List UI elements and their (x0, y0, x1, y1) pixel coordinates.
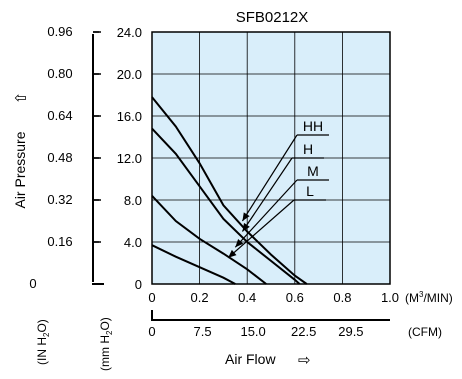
series-line-m (151, 195, 267, 285)
series-line-hh (151, 96, 308, 285)
x-m3-tick-label: 0.4 (238, 290, 256, 305)
x-axis-label: Air Flow (225, 351, 276, 367)
y-inch-tick-label: 0.64 (47, 108, 72, 123)
x-m3-ticks: 0 0.2 0.4 0.6 0.8 1.0 (148, 290, 399, 305)
right-arrow-icon: ⇨ (298, 352, 311, 369)
curve-label-m: M (307, 163, 319, 179)
y-mm-tick-label: 12.0 (117, 151, 142, 166)
x-m3-unit: (M3/MIN) (405, 290, 453, 305)
y-inch-tick-label: 0.16 (47, 234, 72, 249)
y-mm-ticks: 24.0 20.0 16.0 12.0 8.0 4.0 0 (93, 25, 142, 292)
curve-label-h: H (303, 141, 313, 157)
leader-arrowhead (235, 238, 244, 248)
curve-label-l: L (306, 183, 314, 199)
y-mm-tick-label: 0 (135, 277, 142, 292)
y-mm-tick-label: 16.0 (117, 109, 142, 124)
y-inch-tick-label: 0.32 (47, 192, 72, 207)
series-lines (151, 96, 308, 285)
y-axis-title: Air Pressure ⇧ (12, 92, 30, 209)
x-cfm-ticks: 0 7.5 15.0 22.5 29.5 (148, 324, 363, 339)
series-line-l (151, 244, 236, 285)
leader-line (227, 199, 295, 259)
x-cfm-tick-label: 0 (148, 324, 155, 339)
chart-title: SFB0212X (236, 9, 309, 26)
y-mm-tick-label: 4.0 (124, 235, 142, 250)
cfm-axis-line (151, 310, 390, 321)
x-m3-tick-label: 0.6 (286, 290, 304, 305)
x-m3-tick-label: 0.2 (191, 290, 209, 305)
y-inch-tick-label: 0.96 (47, 24, 72, 39)
y-mm-unit: (mm H2O) (98, 317, 114, 371)
x-cfm-tick-label: 15.0 (240, 324, 265, 339)
y-inch-ticks: 0.96 0.80 0.64 0.48 0.32 0.16 0 (29, 24, 99, 291)
y-mm-tick-label: 20.0 (117, 67, 142, 82)
x-m3-tick-label: 0.8 (333, 290, 351, 305)
series-line-h (151, 127, 301, 285)
x-cfm-tick-label: 22.5 (291, 324, 316, 339)
y-inch-unit: (IN H2O) (35, 319, 51, 365)
y-mm-tick-label: 8.0 (124, 193, 142, 208)
x-cfm-unit: (CFM) (408, 325, 442, 339)
y-axis-label: Air Pressure (12, 131, 28, 208)
x-cfm-tick-label: 7.5 (194, 324, 212, 339)
leader-arrowhead (242, 222, 250, 232)
leader-arrowhead (228, 249, 237, 258)
x-m3-tick-label: 1.0 (381, 290, 399, 305)
y-inch-tick-label: 0 (29, 276, 36, 291)
y-inch-tick-label: 0.48 (47, 150, 72, 165)
x-cfm-tick-label: 29.5 (338, 324, 363, 339)
y-inch-tick-label: 0.80 (47, 66, 72, 81)
plot-frame (151, 31, 391, 285)
x-m3-tick-label: 0 (148, 290, 155, 305)
up-arrow-icon: ⇧ (13, 92, 30, 105)
leader-arrowhead (242, 212, 250, 221)
leader-line (241, 157, 293, 232)
y-mm-tick-label: 24.0 (117, 25, 142, 40)
curve-label-hh: HH (303, 118, 323, 134)
leader-line (234, 179, 298, 248)
leader-line (241, 134, 298, 222)
